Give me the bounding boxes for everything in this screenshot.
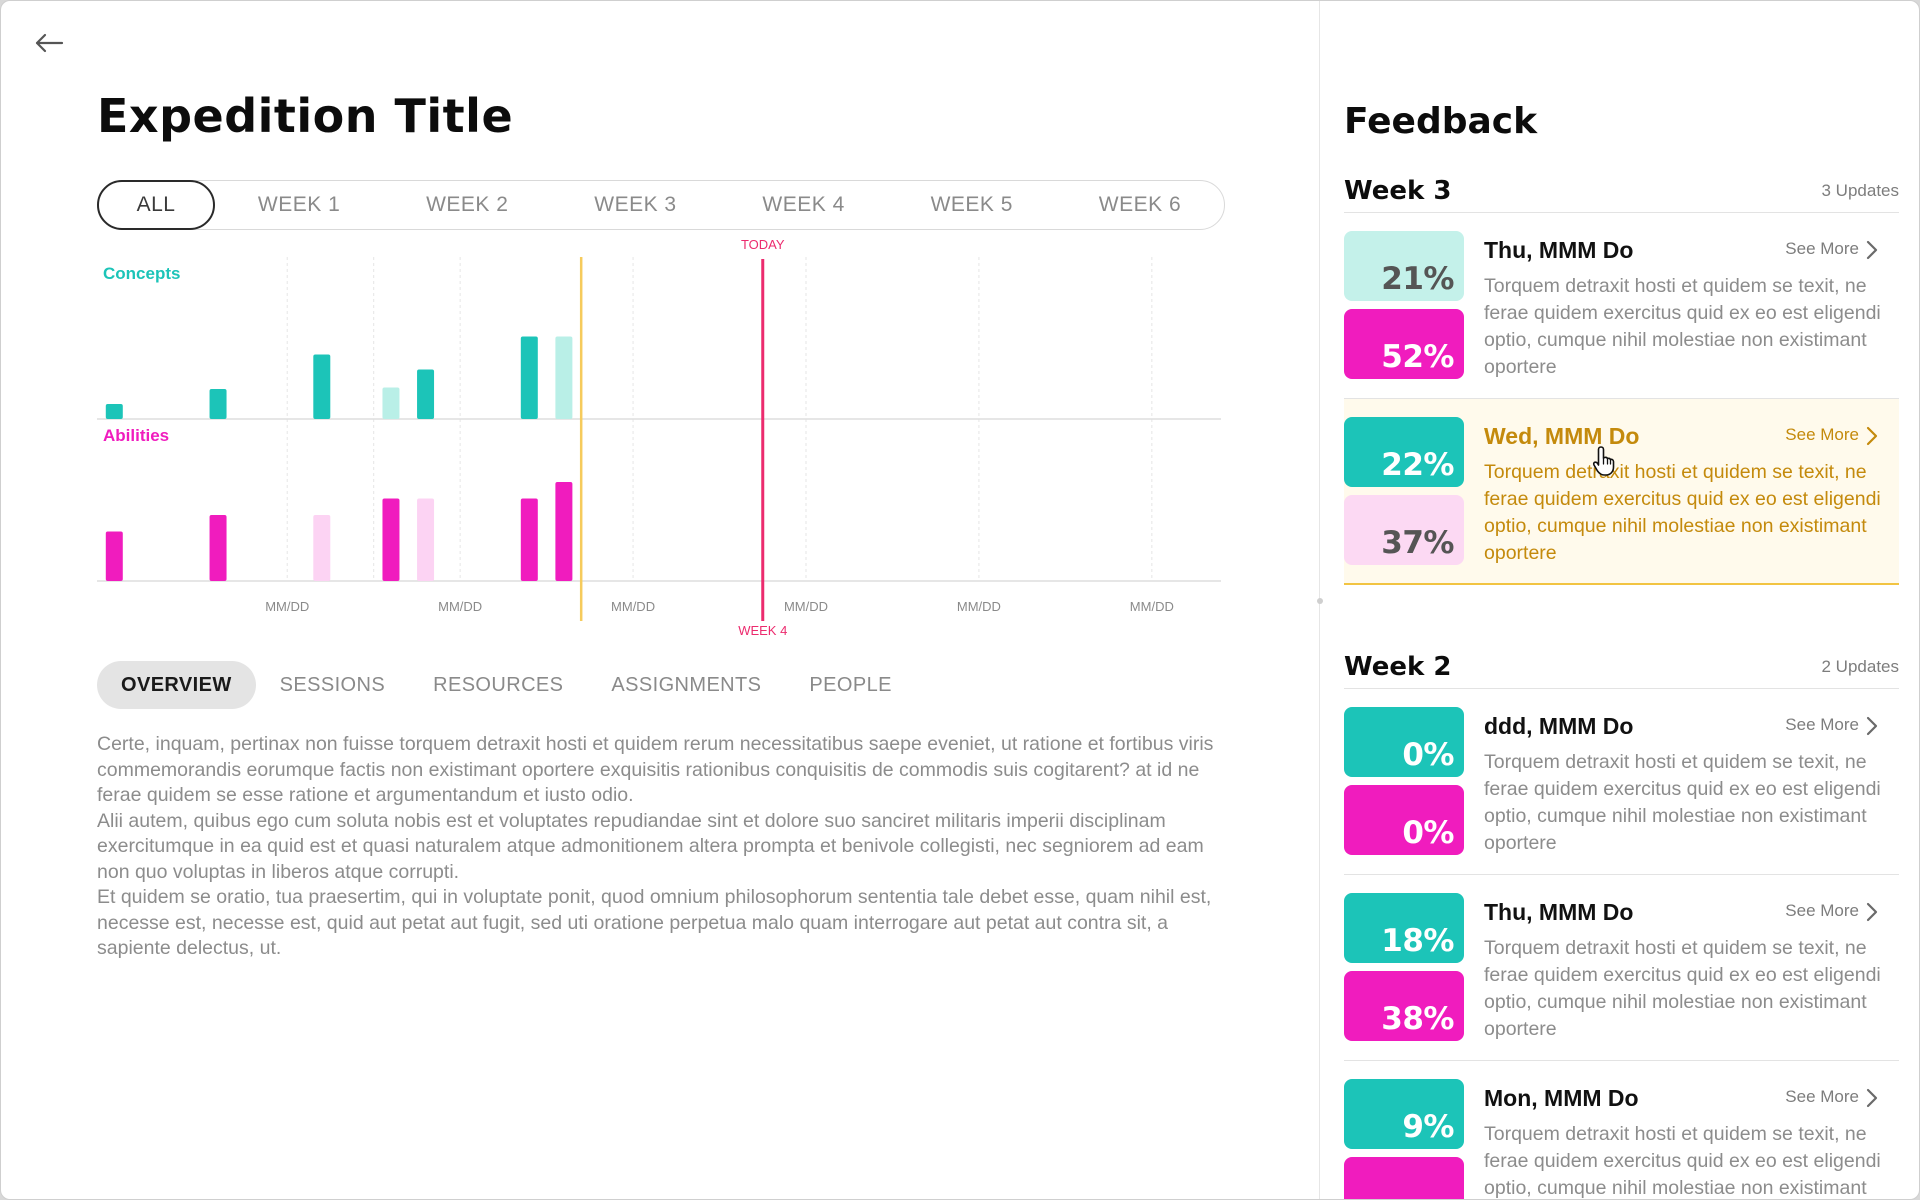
x-tick-label: MM/DD: [611, 599, 655, 614]
resize-handle[interactable]: [1317, 598, 1323, 604]
tab-week-2[interactable]: WEEK 2: [426, 193, 509, 216]
x-tick-label: MM/DD: [1130, 599, 1174, 614]
update-count: 2 Updates: [1821, 656, 1900, 676]
concept-score-badge: 0%: [1344, 707, 1464, 777]
overview-paragraph: Et quidem se oratio, tua praesertim, qui…: [97, 886, 1212, 959]
concept-score-badge: 18%: [1344, 893, 1464, 963]
week-label: Week 2: [1344, 651, 1452, 682]
feedback-entry[interactable]: 21% 52% Thu, MMM Do See More Torquem detraxi…: [1344, 213, 1899, 399]
overview-text: Certe, inquam, pertinax non fuisse torqu…: [97, 732, 1237, 962]
concept-score-badge: 21%: [1344, 231, 1464, 301]
bar-abilities: [209, 515, 227, 581]
bar-abilities: [555, 482, 573, 581]
feedback-panel: Feedback Week 3 3 Updates 21% 52% Thu, MMM D…: [1344, 1, 1899, 1199]
tab-week-6[interactable]: WEEK 6: [1098, 193, 1182, 216]
panel-label-concepts: Concepts: [103, 264, 180, 283]
bar-abilities: [105, 531, 123, 581]
week-group: Week 2 2 Updates 0% 0% ddd, MMM Do See More To…: [1344, 649, 1899, 1199]
week-tabs: ALL WEEK 1 WEEK 2 WEEK 3 WEEK 4 WEEK 5 WEEK 6: [97, 180, 1225, 230]
tab-people[interactable]: PEOPLE: [809, 673, 892, 696]
entry-date: Wed, MMM Do: [1484, 423, 1640, 449]
today-label: TODAY: [741, 237, 785, 252]
arrow-left-icon: [35, 33, 64, 53]
section-tabs: OVERVIEW SESSIONS RESOURCES ASSIGNMENTS PEOP…: [97, 661, 916, 709]
feedback-entry[interactable]: 18% 38% Thu, MMM Do See More Torquem detraxi…: [1344, 875, 1899, 1061]
tab-resources[interactable]: RESOURCES: [433, 673, 564, 696]
feedback-entry[interactable]: 0% 0% ddd, MMM Do See More Torquem detraxit …: [1344, 689, 1899, 875]
concept-score-badge: 22%: [1344, 417, 1464, 487]
hand-cursor-icon: [1592, 446, 1615, 476]
see-more-link[interactable]: See More: [1785, 1087, 1859, 1106]
ability-score-badge: 38%: [1344, 971, 1464, 1041]
chart-svg: Concepts Abilities TODAY WEEK 4 MM/DD MM/DD MM…: [97, 237, 1221, 638]
ability-score-badge: 0%: [1344, 785, 1464, 855]
entry-text: Torquem detraxit hosti et quidem se texi…: [1484, 751, 1881, 854]
ability-score-badge: 37%: [1344, 495, 1464, 565]
bar-concepts: [313, 354, 331, 419]
tab-assignments[interactable]: ASSIGNMENTS: [611, 673, 762, 696]
bar-abilities: [520, 498, 538, 581]
bar-concepts: [417, 369, 435, 419]
bar-abilities: [382, 498, 400, 581]
bar-abilities: [313, 515, 331, 581]
entry-date: Mon, MMM Do: [1484, 1085, 1639, 1111]
feedback-entry[interactable]: 9% Mon, MMM Do See More Torquem detraxit ho…: [1344, 1061, 1899, 1199]
bar-concepts: [105, 404, 123, 419]
chevron-right-icon[interactable]: [1865, 1087, 1879, 1109]
tab-week-5[interactable]: WEEK 5: [930, 193, 1013, 216]
chevron-right-icon[interactable]: [1865, 715, 1879, 737]
feedback-title: Feedback: [1344, 101, 1538, 142]
entry-date: Thu, MMM Do: [1484, 237, 1634, 263]
entry-date: ddd, MMM Do: [1484, 713, 1634, 739]
see-more-link[interactable]: See More: [1785, 715, 1859, 734]
chevron-right-icon[interactable]: [1865, 239, 1879, 261]
chevron-right-icon[interactable]: [1865, 425, 1879, 447]
bar-concepts: [382, 387, 400, 419]
update-count: 3 Updates: [1821, 180, 1900, 200]
ability-score-badge: 52%: [1344, 309, 1464, 379]
overview-paragraph: Alii autem, quibus ego cum soluta nobis …: [97, 809, 1204, 883]
bar-abilities: [417, 498, 435, 581]
tab-sessions[interactable]: SESSIONS: [279, 673, 386, 696]
entry-text: Torquem detraxit hosti et quidem se texi…: [1484, 275, 1881, 378]
week-group: Week 3 3 Updates 21% 52% Thu, MMM Do See More…: [1344, 173, 1899, 585]
entry-text: Torquem detraxit hosti et quidem se texi…: [1484, 937, 1881, 1040]
bar-concepts: [555, 336, 573, 419]
page-title: Expedition Title: [97, 89, 514, 143]
tab-week-4[interactable]: WEEK 4: [762, 193, 845, 216]
x-tick-label: MM/DD: [438, 599, 482, 614]
progress-chart: Concepts Abilities TODAY WEEK 4 MM/DD MM/DD MM…: [97, 237, 1237, 647]
x-tick-label: MM/DD: [957, 599, 1001, 614]
back-button[interactable]: [29, 27, 69, 59]
feedback-entry[interactable]: 22% 37% Wed, MMM Do See More Torquem detraxi…: [1344, 399, 1899, 585]
overview-paragraph: Certe, inquam, pertinax non fuisse torqu…: [97, 733, 1214, 806]
entry-date: Thu, MMM Do: [1484, 899, 1634, 925]
week-header: Week 2 2 Updates: [1344, 649, 1899, 689]
chevron-right-icon[interactable]: [1865, 901, 1879, 923]
bar-concepts: [520, 336, 538, 419]
tab-all[interactable]: ALL: [97, 180, 215, 230]
week-header: Week 3 3 Updates: [1344, 173, 1899, 213]
see-more-link[interactable]: See More: [1785, 239, 1859, 258]
tab-week-3[interactable]: WEEK 3: [594, 193, 677, 216]
see-more-link[interactable]: See More: [1785, 425, 1859, 444]
panel-label-abilities: Abilities: [103, 426, 169, 445]
see-more-link[interactable]: See More: [1785, 901, 1859, 920]
tab-week-1[interactable]: WEEK 1: [257, 193, 341, 216]
week-label: Week 3: [1344, 175, 1452, 206]
ability-score-badge: [1344, 1157, 1464, 1199]
concept-score-badge: 9%: [1344, 1079, 1464, 1149]
bar-concepts: [209, 389, 227, 419]
entry-text: Torquem detraxit hosti et quidem se texi…: [1484, 461, 1881, 564]
week-marker-label: WEEK 4: [738, 623, 787, 638]
x-tick-label: MM/DD: [265, 599, 309, 614]
entry-text: Torquem detraxit hosti et quidem se texi…: [1484, 1123, 1881, 1199]
x-tick-label: MM/DD: [784, 599, 828, 614]
tab-overview[interactable]: OVERVIEW: [97, 661, 256, 709]
